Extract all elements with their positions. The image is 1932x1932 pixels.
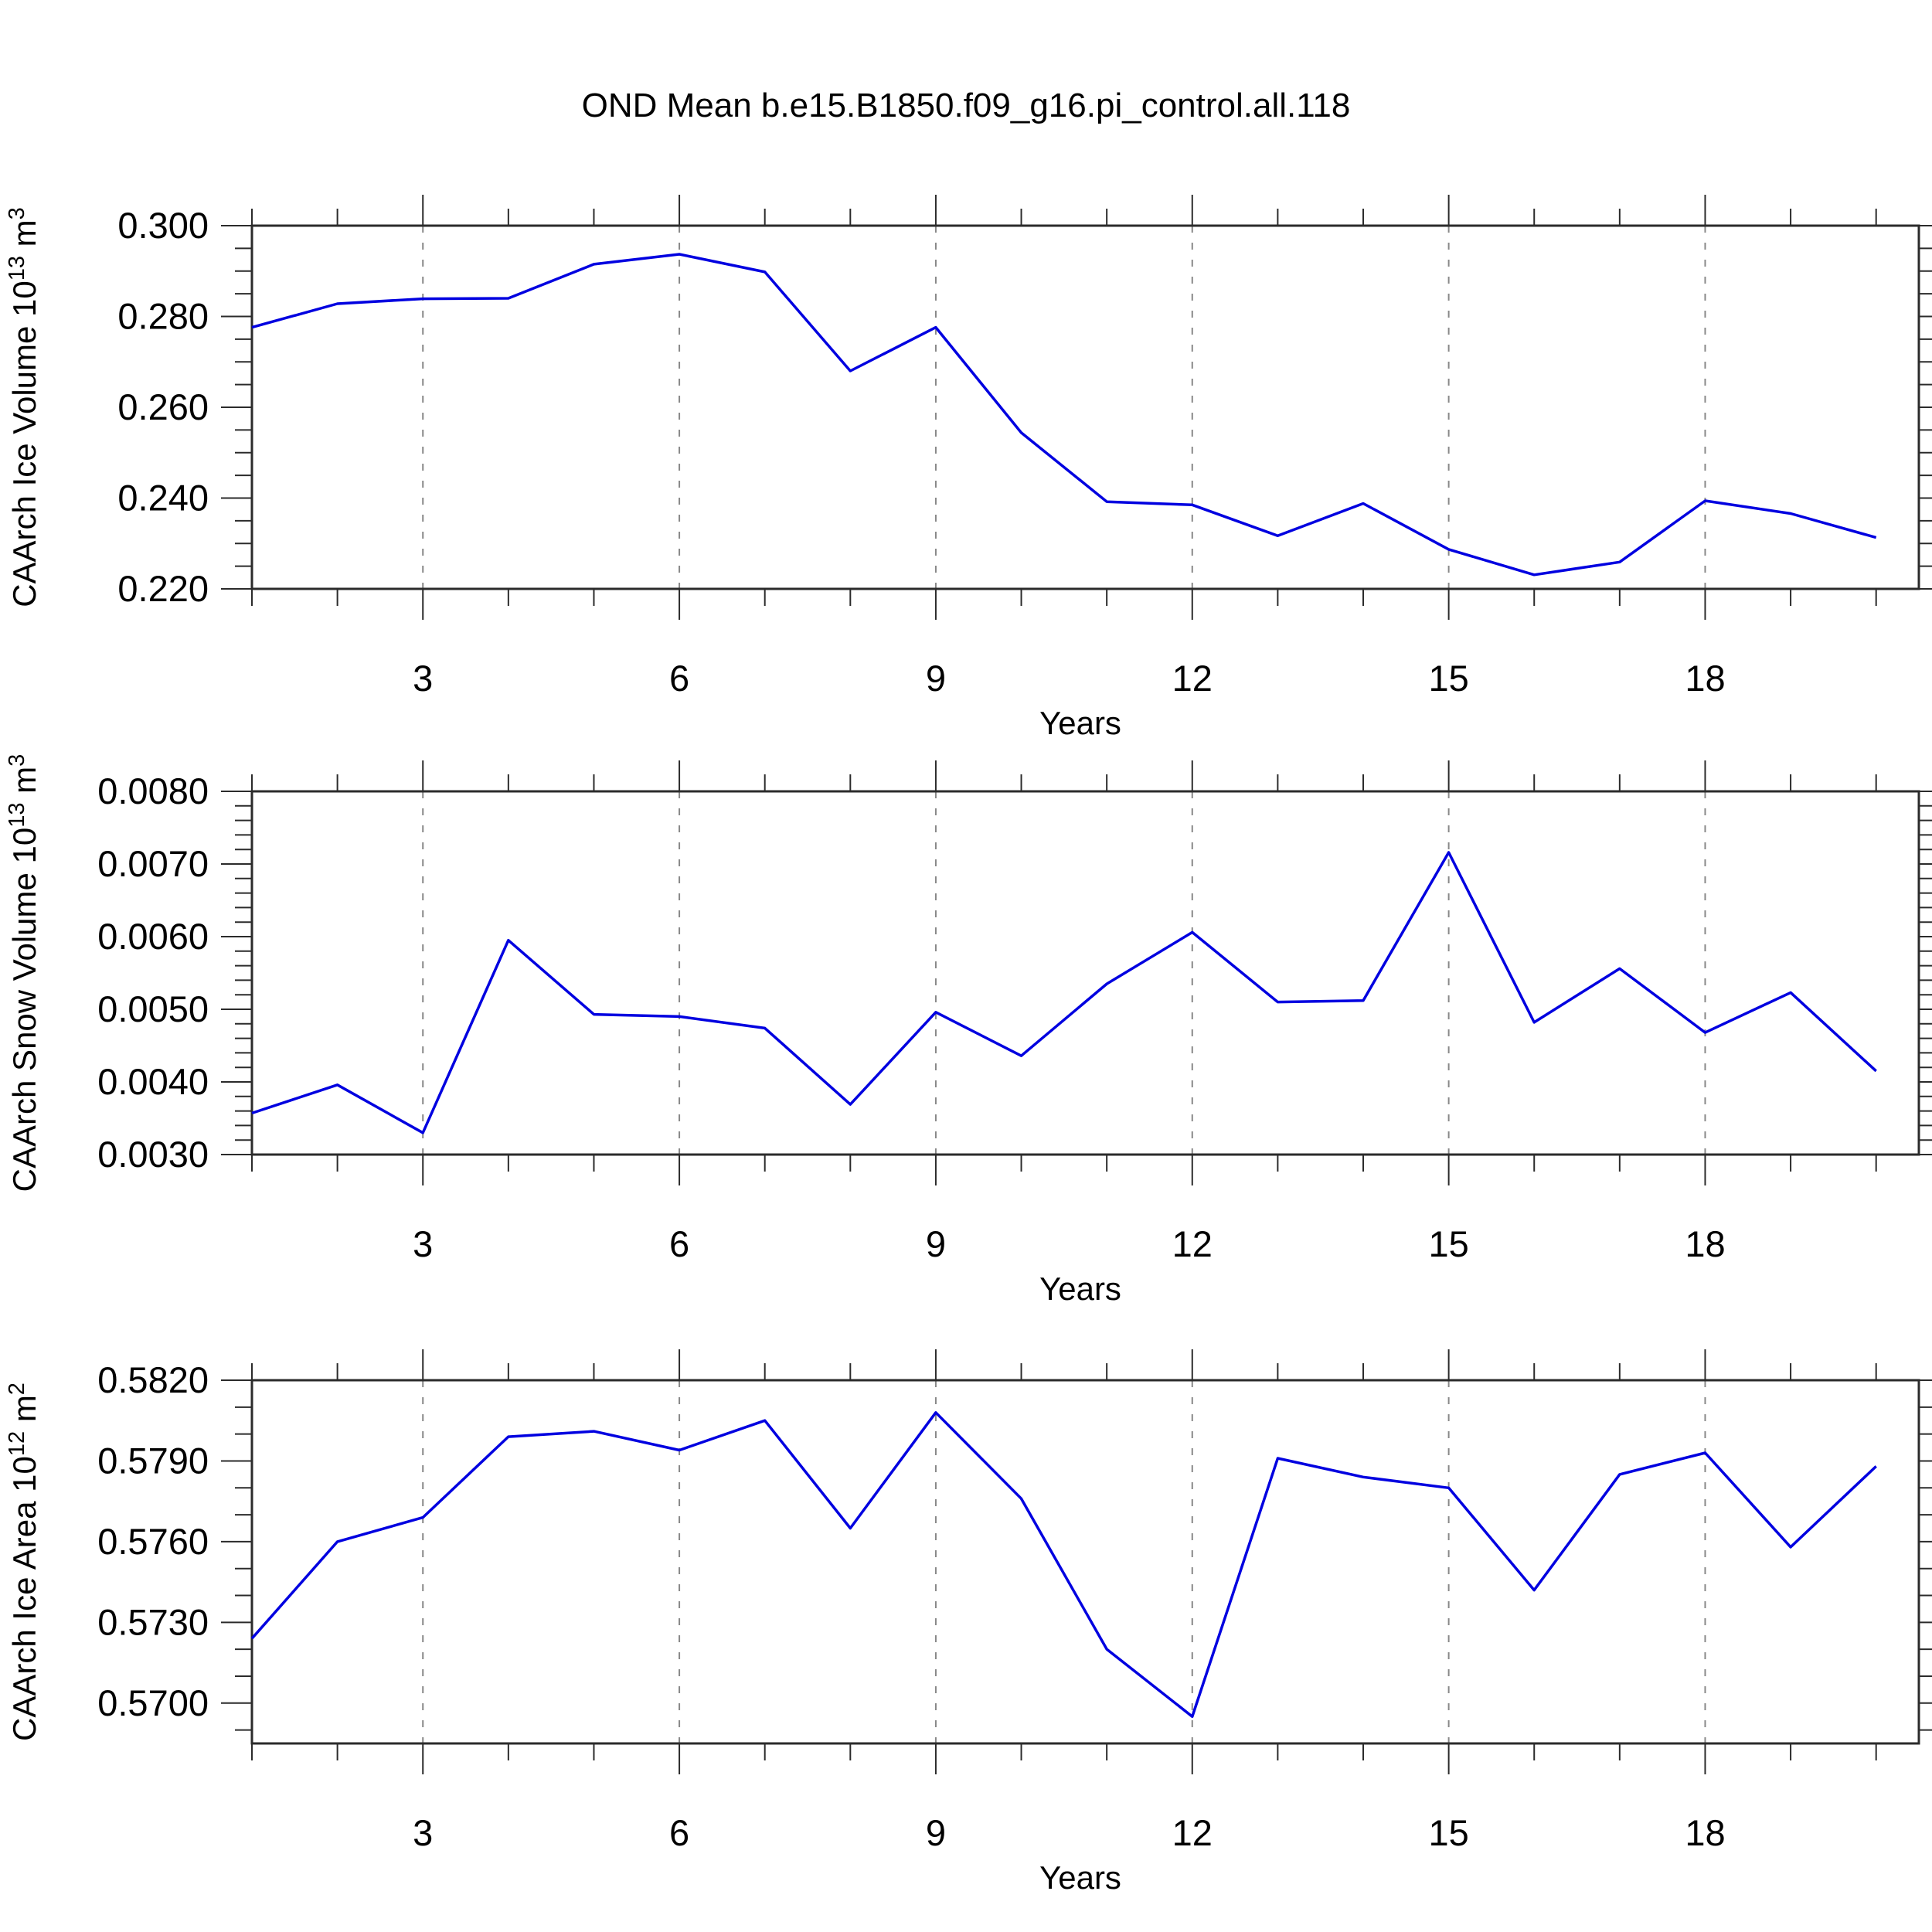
y-tick-label: 0.300 [117,205,209,246]
y-tick-label: 0.5730 [97,1601,209,1642]
x-tick-label: 15 [1428,658,1468,699]
y-tick-label: 0.0080 [97,770,209,811]
x-axis-label: Years [1039,705,1121,741]
x-tick-label: 9 [926,658,946,699]
x-tick-label: 18 [1685,1812,1725,1853]
x-tick-label: 15 [1428,1812,1468,1853]
plot-layer: 0.5820 0.5790 0.5760 0.5730 0.5700 3 6 9 12 15 18 [97,1349,1932,1853]
x-tick-label: 15 [1428,1223,1468,1264]
data-line [251,851,1877,1134]
plot-frame [250,1379,1920,1745]
x-tick-label: 3 [413,1812,433,1853]
y-axis-label: CAArch Ice Area 1012 m2 [5,1383,43,1741]
x-tick-label: 3 [413,1223,433,1264]
x-tick-label: 9 [926,1812,946,1853]
x-tick-label: 6 [669,658,689,699]
y-tick-label: 0.220 [117,568,209,609]
snow-volume-panel: 0.0080 0.0070 0.0060 0.0050 0.0040 0.0030 3 6 9 1… [5,754,1932,1307]
plot-layer: 0.0080 0.0070 0.0060 0.0050 0.0040 0.0030 3 6 9 1… [97,760,1932,1264]
y-tick-label: 0.5790 [97,1440,209,1481]
plot-layer: 0.300 0.280 0.260 0.240 0.220 3 6 9 12 15 18 [117,195,1932,699]
x-tick-label: 12 [1172,1223,1213,1264]
y-tick-label: 0.280 [117,296,209,337]
chart-title: OND Mean b.e15.B1850.f09_g16.pi_control.… [581,87,1351,124]
x-tick-label: 9 [926,1223,946,1264]
data-line [251,253,1877,577]
x-axis-label: Years [1039,1859,1121,1896]
y-tick-label: 0.0050 [97,988,209,1029]
ice-volume-panel: 0.300 0.280 0.260 0.240 0.220 3 6 9 12 15 18 CAArc… [5,195,1932,741]
y-tick-label: 0.260 [117,386,209,427]
x-tick-label: 12 [1172,658,1213,699]
y-tick-label: 0.0070 [97,843,209,884]
y-tick-label: 0.0030 [97,1134,209,1175]
x-tick-label: 18 [1685,658,1725,699]
y-tick-label: 0.0060 [97,916,209,957]
y-axis-label: CAArch Ice Volume 1013 m3 [5,207,43,607]
y-tick-label: 0.5760 [97,1521,209,1562]
x-tick-label: 3 [413,658,433,699]
plot-frame [250,224,1920,590]
y-tick-label: 0.0040 [97,1061,209,1102]
y-tick-label: 0.240 [117,478,209,519]
y-tick-label: 0.5700 [97,1682,209,1723]
x-axis-label: Years [1039,1270,1121,1307]
plot-frame [250,790,1920,1156]
x-tick-label: 6 [669,1223,689,1264]
x-tick-label: 12 [1172,1812,1213,1853]
x-tick-label: 18 [1685,1223,1725,1264]
y-tick-label: 0.5820 [97,1359,209,1400]
x-tick-label: 6 [669,1812,689,1853]
y-axis-label: CAArch Snow Volume 1013 m3 [5,754,43,1192]
data-line [250,1411,1877,1718]
